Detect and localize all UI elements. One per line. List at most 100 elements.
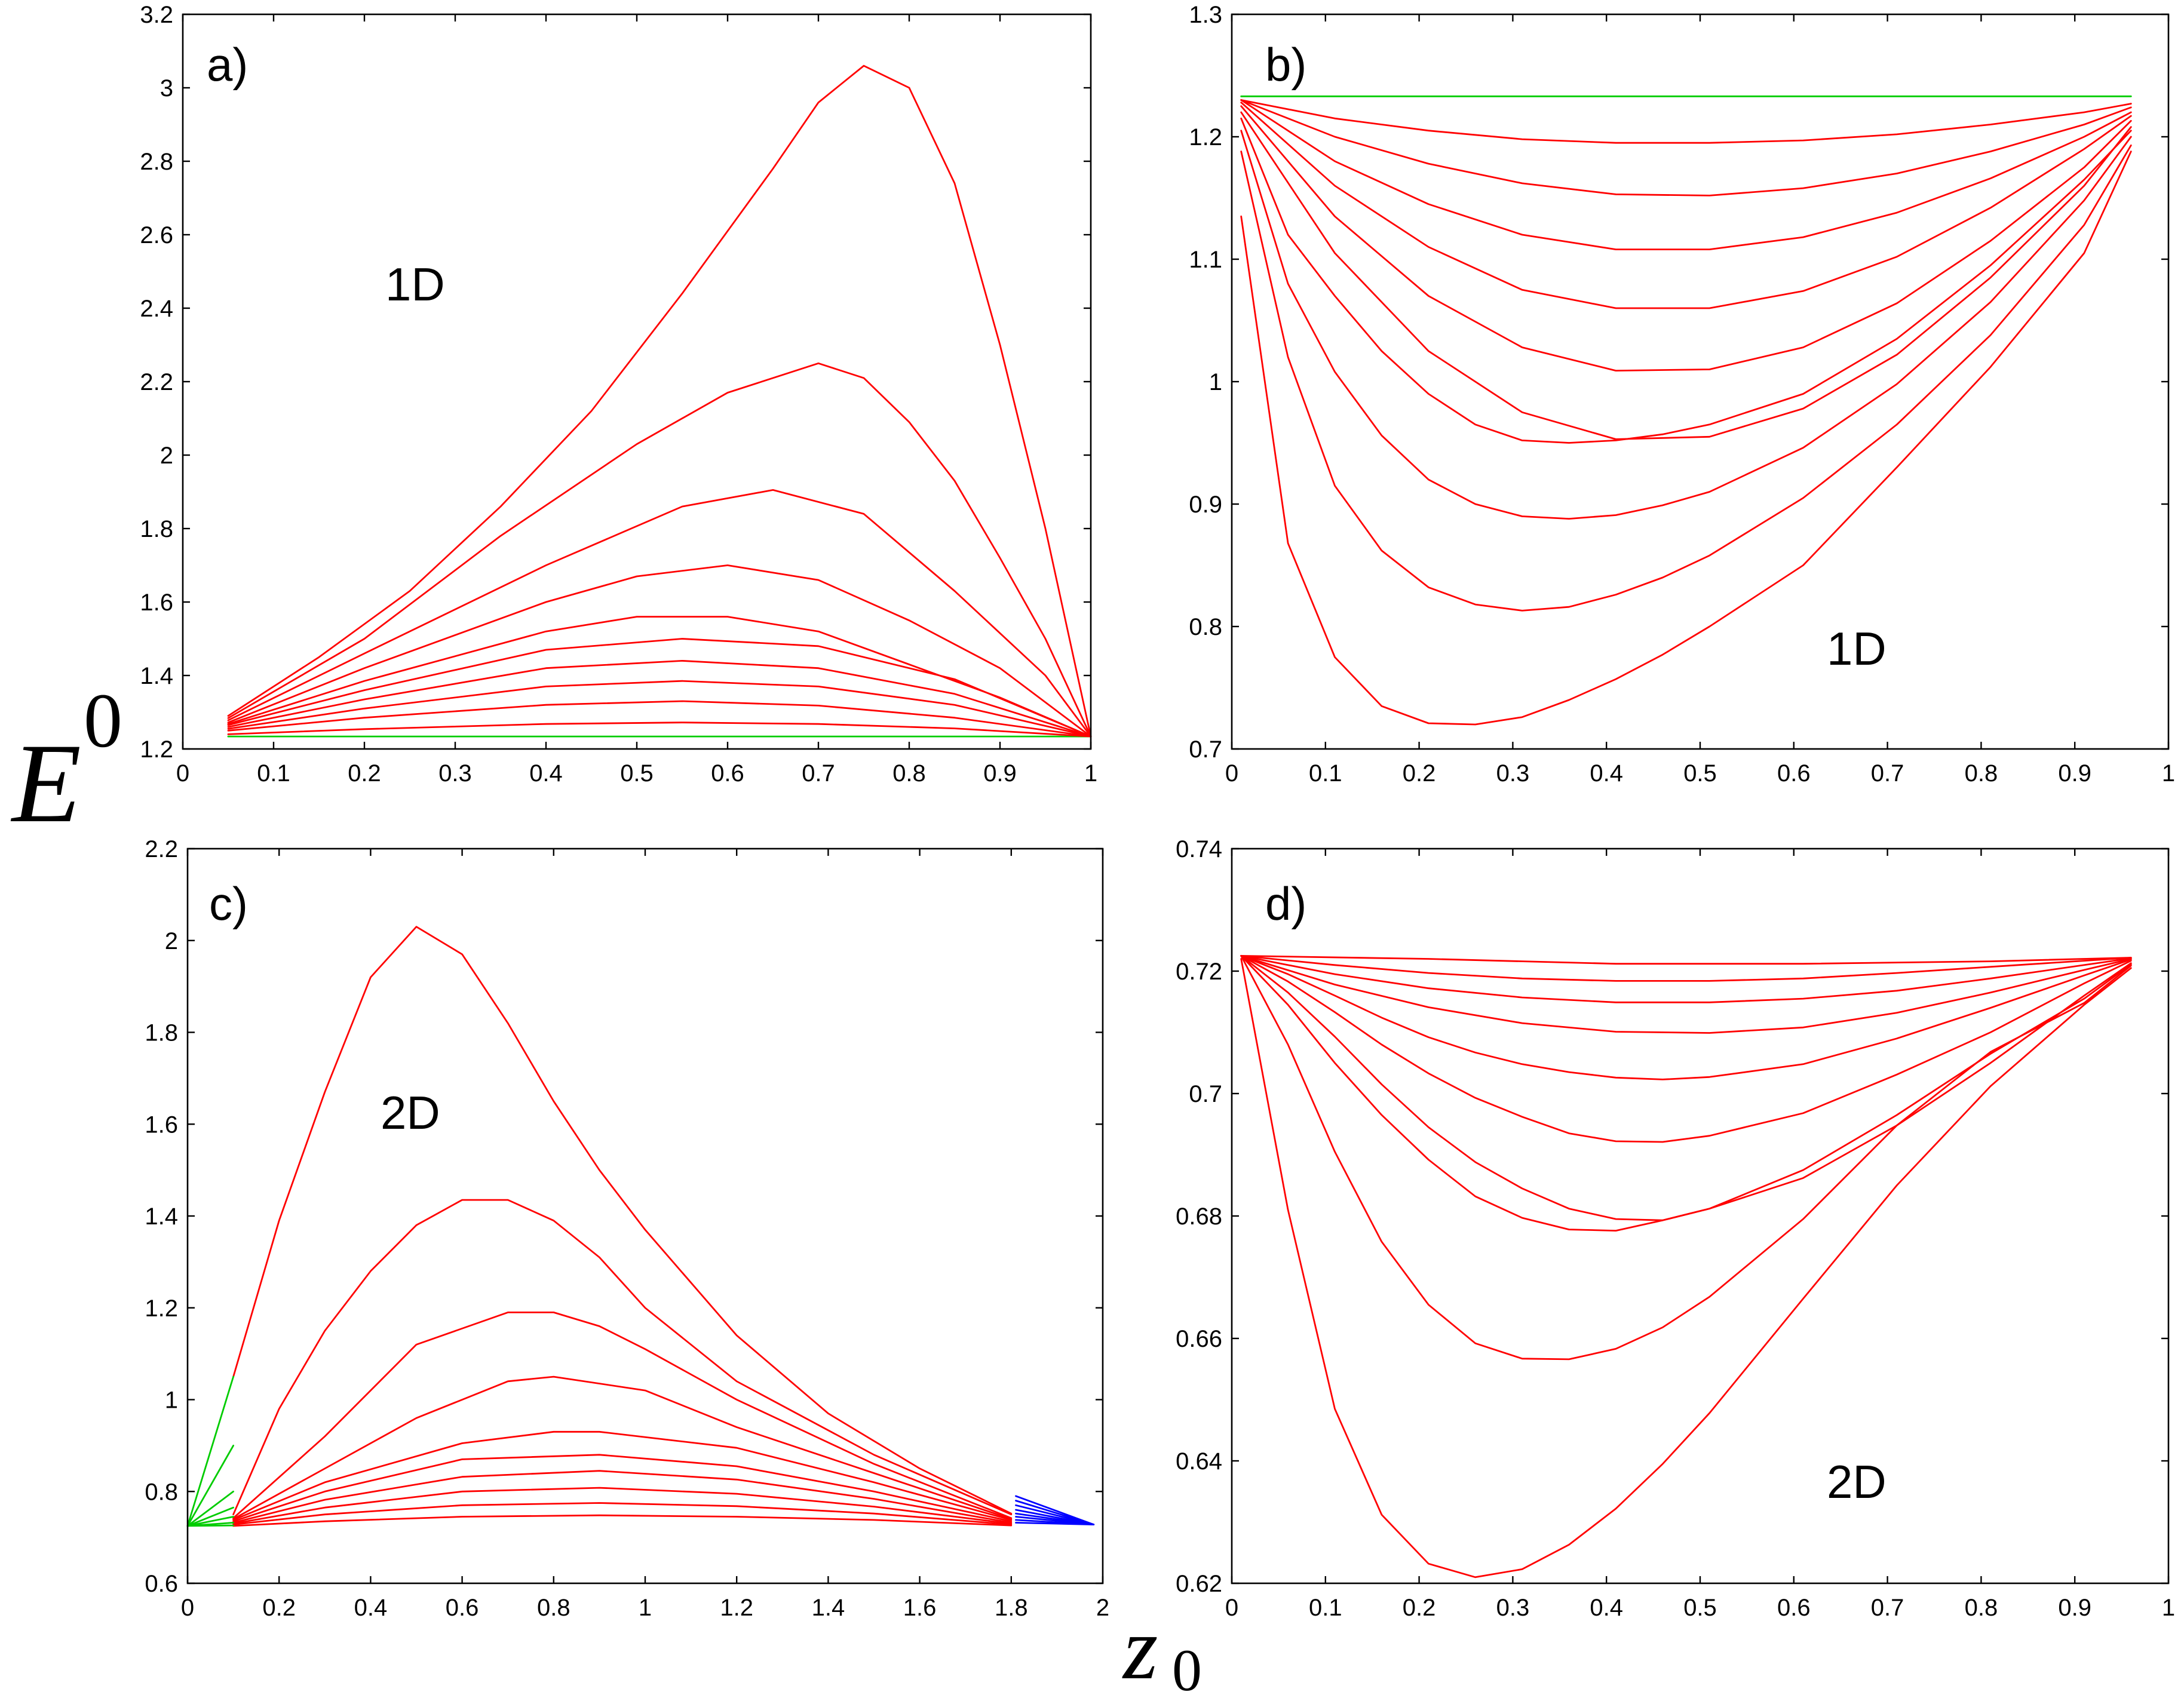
- panel-b-y-tick-label: 1.1: [1189, 247, 1222, 273]
- panel-c-series-green-fan-4: [186, 1506, 235, 1527]
- panel-d-series-c7: [1240, 955, 2132, 1221]
- panel-b-x-tick-label: 0.2: [1403, 760, 1436, 787]
- panel-b-series-c9: [1240, 144, 2132, 612]
- panel-a-x-tick-label: 0.3: [438, 760, 472, 787]
- panel-a-series-c3: [227, 680, 1092, 738]
- panel-a-series: [227, 65, 1092, 738]
- panel-d-x-tick-label: 0.7: [1871, 1595, 1904, 1621]
- panel-d-series-c2: [1240, 955, 2132, 982]
- panel-d-annotation: 2D: [1827, 1455, 1887, 1508]
- panel-a-y-tick-label: 1.2: [140, 736, 173, 763]
- panel-b-series-c10: [1240, 151, 2132, 726]
- panel-a-label: a): [207, 38, 248, 91]
- panel-c-series-green-fan-7: [186, 1524, 235, 1527]
- panel-a-series-c10: [227, 65, 1092, 738]
- panel-b-x-tick-label: 0.4: [1590, 760, 1623, 787]
- panel-a-x-tick-label: 0.9: [983, 760, 1017, 787]
- panel-a-x-tick-label: 1: [1084, 760, 1097, 787]
- panel-a-series-c8: [227, 489, 1092, 738]
- panel-b-series-c3: [1240, 99, 2132, 251]
- panel-b-y-tick-label: 0.7: [1189, 736, 1222, 763]
- x-axis-title-main: z: [1122, 1599, 1158, 1692]
- panel-a: 0 0.1 0.2 0.3 0.4 0.5 0.6 0.7 0.8 0.9 1 1.2 1.4 1.6 1.…: [140, 2, 1097, 787]
- panel-c-x-tick-label: 1.4: [812, 1595, 845, 1621]
- panel-a-y-tick-label: 2.4: [140, 296, 173, 322]
- panel-b-series-c8: [1240, 130, 2132, 520]
- panel-c-annotation: 2D: [381, 1086, 440, 1139]
- panel-d-x-tick-label: 0.6: [1777, 1595, 1811, 1621]
- panel-c-y-tick-label: 1.4: [145, 1203, 178, 1230]
- panel-c-y-tick-label: 2.2: [145, 836, 178, 862]
- panel-c-series-c6: [232, 1430, 1013, 1521]
- panel-d-y-tick-label: 0.66: [1176, 1326, 1222, 1352]
- panel-c-x-tick-label: 0: [181, 1595, 194, 1621]
- panel-a-series-c5: [227, 638, 1092, 738]
- panel-d-y-tick-label: 0.72: [1176, 959, 1222, 985]
- panel-b-y-tick-label: 1.3: [1189, 2, 1222, 28]
- panel-c-y-tick-label: 1.2: [145, 1295, 178, 1322]
- panel-c: 0 0.2 0.4 0.6 0.8 1 1.2 1.4 1.6 1.8 2 0.6 0.8 1 1.2 1.4…: [145, 836, 1109, 1621]
- panel-b-series-c4: [1240, 102, 2132, 309]
- panel-d-series-c10: [1240, 958, 2132, 1579]
- panel-c-x-tick-label: 0.2: [262, 1595, 296, 1621]
- panel-d-y-tick-label: 0.64: [1176, 1448, 1222, 1475]
- panel-a-y-tick-label: 2.2: [140, 369, 173, 395]
- panel-b-axes: 0 0.1 0.2 0.3 0.4 0.5 0.6 0.7 0.8 0.9 1 0.7 0.8 0.9 1 1…: [1189, 2, 2175, 787]
- panel-a-x-tick-label: 0.2: [348, 760, 381, 787]
- panel-c-series-green-fan-3: [186, 1490, 235, 1527]
- x-axis-title-subscript: 0: [1172, 1637, 1202, 1692]
- panel-d-x-tick-label: 0.9: [2058, 1595, 2091, 1621]
- panel-d-label: d): [1265, 877, 1306, 930]
- panel-a-x-tick-label: 0.4: [529, 760, 563, 787]
- panel-b-y-tick-label: 0.9: [1189, 492, 1222, 518]
- panel-c-series-c9: [232, 1199, 1013, 1516]
- panel-d-y-tick-label: 0.7: [1189, 1081, 1222, 1107]
- panel-b-x-tick-label: 0.8: [1965, 760, 1998, 787]
- panel-c-series-c8: [232, 1311, 1013, 1519]
- panel-b-series-c7: [1240, 117, 2132, 444]
- panel-b-x-tick-label: 0.9: [2058, 760, 2091, 787]
- panel-a-y-tick-label: 2.6: [140, 222, 173, 248]
- panel-b-x-tick-label: 0.7: [1871, 760, 1904, 787]
- panel-a-series-c6: [227, 616, 1092, 738]
- panel-b-x-tick-label: 0: [1225, 760, 1238, 787]
- panel-d: 0 0.1 0.2 0.3 0.4 0.5 0.6 0.7 0.8 0.9 1 0.62 0.64 0.6…: [1176, 836, 2175, 1621]
- panel-c-series-c3: [232, 1487, 1013, 1525]
- panel-b-series-c6: [1240, 111, 2132, 440]
- panel-a-y-tick-label: 1.4: [140, 663, 173, 689]
- panel-d-x-tick-label: 0.1: [1309, 1595, 1342, 1621]
- panel-a-y-tick-label: 2.8: [140, 149, 173, 175]
- panel-a-x-tick-label: 0.7: [802, 760, 835, 787]
- panel-a-y-tick-label: 2: [160, 443, 173, 469]
- panel-b-series-c2: [1240, 99, 2132, 196]
- panel-c-x-tick-label: 0.4: [354, 1595, 388, 1621]
- panel-a-x-tick-label: 0.1: [257, 760, 290, 787]
- panel-c-y-tick-label: 1.6: [145, 1111, 178, 1138]
- panel-c-series-green-fan-1: [186, 1375, 235, 1527]
- panel-d-x-tick-label: 0.5: [1683, 1595, 1717, 1621]
- panel-d-y-tick-label: 0.62: [1176, 1571, 1222, 1597]
- panel-c-series-c10: [232, 926, 1013, 1515]
- y-axis-title-subscript: 0: [84, 678, 122, 764]
- panel-d-y-tick-label: 0.68: [1176, 1203, 1222, 1230]
- panel-a-x-tick-label: 0: [176, 760, 189, 787]
- panel-d-axes: 0 0.1 0.2 0.3 0.4 0.5 0.6 0.7 0.8 0.9 1 0.62 0.64 0.6…: [1176, 836, 2175, 1621]
- panel-d-x-tick-label: 0.8: [1965, 1595, 1998, 1621]
- panel-c-x-tick-label: 1: [639, 1595, 652, 1621]
- panel-a-x-tick-label: 0.8: [892, 760, 926, 787]
- panel-a-x-tick-label: 0.5: [620, 760, 654, 787]
- panel-b-series: [1240, 95, 2132, 726]
- panel-d-series-c4: [1240, 955, 2132, 1034]
- panel-d-y-tick-label: 0.74: [1176, 836, 1222, 862]
- panel-c-series-c1: [232, 1514, 1013, 1527]
- y-axis-title-main: E: [10, 721, 81, 846]
- panel-c-y-tick-label: 0.6: [145, 1571, 178, 1597]
- panel-b-x-tick-label: 0.1: [1309, 760, 1342, 787]
- panel-b-x-tick-label: 0.6: [1777, 760, 1811, 787]
- panel-b-y-tick-label: 1.2: [1189, 124, 1222, 151]
- panel-d-series-c9: [1240, 955, 2132, 1361]
- panel-d-x-tick-label: 0.2: [1403, 1595, 1436, 1621]
- panel-c-series-c7: [232, 1375, 1013, 1520]
- y-axis-title: E 0: [10, 678, 122, 846]
